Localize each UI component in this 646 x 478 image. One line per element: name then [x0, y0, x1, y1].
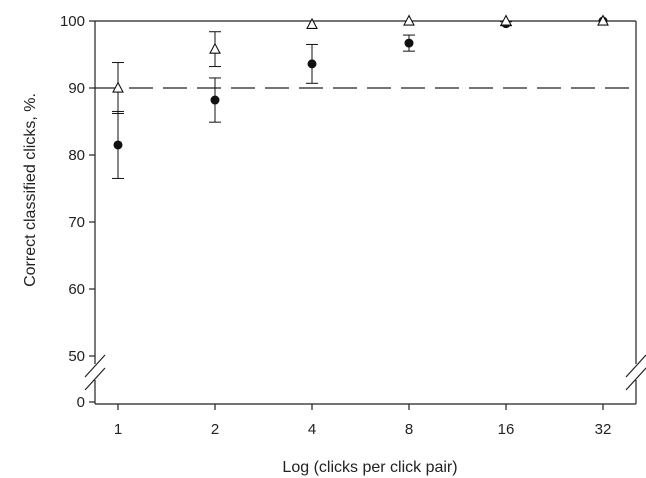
series-open-triangle	[112, 14, 609, 114]
x-tick-label: 2	[211, 421, 219, 438]
left-break-mark	[84, 367, 106, 391]
left-break-mark	[84, 354, 106, 378]
y-tick-label: 0	[77, 394, 85, 411]
data-point-circle	[113, 140, 123, 150]
y-tick-label: 90	[68, 80, 85, 97]
right-break-mark	[625, 354, 646, 378]
x-tick-label: 32	[595, 421, 612, 438]
data-point-triangle	[112, 81, 124, 93]
y-tick-label: 70	[68, 214, 85, 231]
plot-frame	[84, 20, 646, 405]
series-filled-circle	[112, 16, 608, 179]
data-point-triangle	[209, 42, 221, 54]
x-axis-label: Log (clicks per click pair)	[282, 459, 457, 476]
data-point-circle	[210, 95, 220, 105]
right-break-mark	[625, 367, 646, 391]
data-point-circle	[404, 38, 414, 48]
series-group	[112, 14, 609, 179]
x-tick-label: 8	[405, 421, 413, 438]
y-tick-label: 80	[68, 147, 85, 164]
data-point-triangle	[597, 14, 609, 26]
data-point-triangle	[403, 14, 415, 26]
x-tick-label: 4	[308, 421, 316, 438]
x-axis: 1 2 4 8 16 32	[114, 404, 612, 438]
data-point-triangle	[500, 14, 512, 26]
y-axis: 50 60 70 80 90 100 0	[60, 13, 95, 411]
x-tick-label: 16	[498, 421, 515, 438]
data-point-triangle	[306, 17, 318, 29]
data-point-circle	[307, 59, 317, 69]
y-axis-label: Correct classified clicks, %.	[22, 93, 39, 287]
x-tick-label: 1	[114, 421, 122, 438]
y-tick-label: 60	[68, 281, 85, 298]
y-tick-label: 50	[68, 348, 85, 365]
y-tick-label: 100	[60, 13, 85, 30]
